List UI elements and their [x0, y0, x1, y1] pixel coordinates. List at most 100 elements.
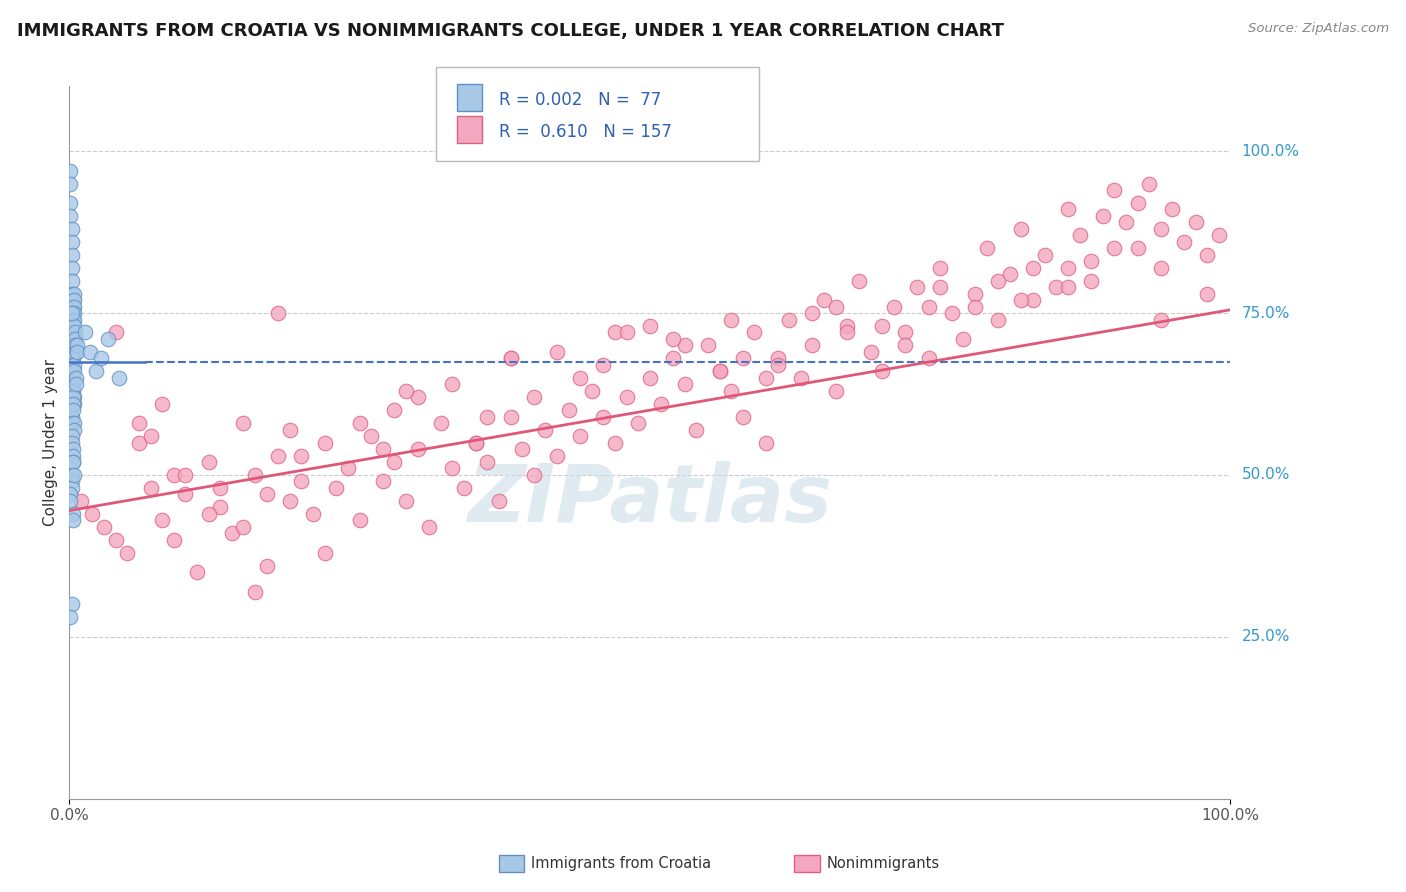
- Point: [731, 409, 754, 424]
- Point: [267, 449, 290, 463]
- Point: [569, 371, 592, 385]
- Point: [93, 520, 115, 534]
- Point: [499, 351, 522, 366]
- Point: [976, 241, 998, 255]
- Text: IMMIGRANTS FROM CROATIA VS NONIMMIGRANTS COLLEGE, UNDER 1 YEAR CORRELATION CHART: IMMIGRANTS FROM CROATIA VS NONIMMIGRANTS…: [17, 22, 1004, 40]
- Point: [174, 487, 197, 501]
- Point: [221, 526, 243, 541]
- Point: [62, 351, 84, 366]
- Point: [62, 300, 84, 314]
- Point: [1057, 260, 1080, 275]
- Point: [60, 358, 83, 372]
- Point: [685, 423, 707, 437]
- Point: [290, 449, 312, 463]
- Point: [349, 416, 371, 430]
- Point: [395, 384, 418, 398]
- Point: [638, 371, 661, 385]
- Point: [650, 397, 672, 411]
- Point: [418, 520, 440, 534]
- Point: [62, 442, 84, 456]
- Point: [62, 312, 84, 326]
- Point: [592, 358, 614, 372]
- Point: [62, 455, 84, 469]
- Point: [941, 306, 963, 320]
- Point: [1137, 177, 1160, 191]
- Text: Source: ZipAtlas.com: Source: ZipAtlas.com: [1249, 22, 1389, 36]
- Point: [801, 306, 824, 320]
- Point: [62, 293, 84, 307]
- Point: [441, 461, 464, 475]
- Point: [499, 409, 522, 424]
- Text: 25.0%: 25.0%: [1241, 630, 1289, 644]
- Point: [62, 332, 84, 346]
- Point: [117, 546, 139, 560]
- Point: [60, 481, 83, 495]
- Point: [62, 371, 84, 385]
- Point: [1045, 280, 1067, 294]
- Point: [197, 507, 219, 521]
- Point: [837, 326, 859, 340]
- Point: [766, 358, 789, 372]
- Point: [59, 493, 82, 508]
- Point: [60, 416, 83, 430]
- Point: [62, 513, 84, 527]
- Point: [1197, 286, 1219, 301]
- Point: [60, 435, 83, 450]
- Point: [62, 344, 84, 359]
- Point: [325, 481, 347, 495]
- Point: [62, 306, 84, 320]
- Point: [60, 429, 83, 443]
- Point: [290, 475, 312, 489]
- Point: [60, 306, 83, 320]
- Point: [63, 332, 86, 346]
- Point: [186, 565, 208, 579]
- Point: [63, 306, 86, 320]
- Point: [1022, 293, 1045, 307]
- Point: [1150, 222, 1173, 236]
- Point: [720, 312, 742, 326]
- Point: [59, 371, 82, 385]
- Point: [766, 351, 789, 366]
- Point: [60, 260, 83, 275]
- Point: [66, 344, 89, 359]
- Point: [209, 481, 232, 495]
- Point: [638, 318, 661, 333]
- Point: [709, 364, 731, 378]
- Point: [894, 326, 917, 340]
- Point: [384, 455, 406, 469]
- Point: [278, 423, 301, 437]
- Point: [755, 371, 778, 385]
- Point: [477, 455, 499, 469]
- Point: [302, 507, 325, 521]
- Point: [62, 455, 84, 469]
- Text: R =  0.610   N = 157: R = 0.610 N = 157: [499, 123, 672, 141]
- Point: [59, 487, 82, 501]
- Point: [62, 507, 84, 521]
- Point: [720, 384, 742, 398]
- Point: [63, 286, 86, 301]
- Point: [406, 390, 429, 404]
- Point: [813, 293, 835, 307]
- Point: [63, 300, 86, 314]
- Point: [139, 429, 162, 443]
- Point: [917, 300, 939, 314]
- Point: [581, 384, 603, 398]
- Point: [60, 274, 83, 288]
- Point: [128, 416, 150, 430]
- Point: [139, 481, 162, 495]
- Point: [477, 409, 499, 424]
- Point: [60, 222, 83, 236]
- Point: [603, 435, 626, 450]
- Point: [1104, 183, 1126, 197]
- Point: [60, 235, 83, 249]
- Point: [62, 338, 84, 352]
- Point: [63, 293, 86, 307]
- Point: [197, 455, 219, 469]
- Text: 75.0%: 75.0%: [1241, 306, 1289, 320]
- Point: [987, 312, 1010, 326]
- Point: [569, 429, 592, 443]
- Point: [406, 442, 429, 456]
- Point: [62, 403, 84, 417]
- Point: [1057, 280, 1080, 294]
- Point: [1115, 215, 1137, 229]
